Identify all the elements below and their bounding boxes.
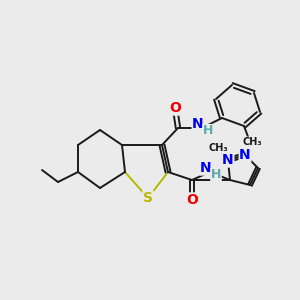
Text: O: O [186,193,198,207]
Text: N: N [222,153,234,167]
Text: S: S [143,191,153,205]
Text: CH₃: CH₃ [242,137,262,147]
Text: H: H [211,169,221,182]
Text: N: N [192,117,204,131]
Text: N: N [200,161,212,175]
Text: O: O [169,101,181,115]
Text: CH₃: CH₃ [208,143,228,153]
Text: N: N [239,148,251,162]
Text: H: H [203,124,213,137]
